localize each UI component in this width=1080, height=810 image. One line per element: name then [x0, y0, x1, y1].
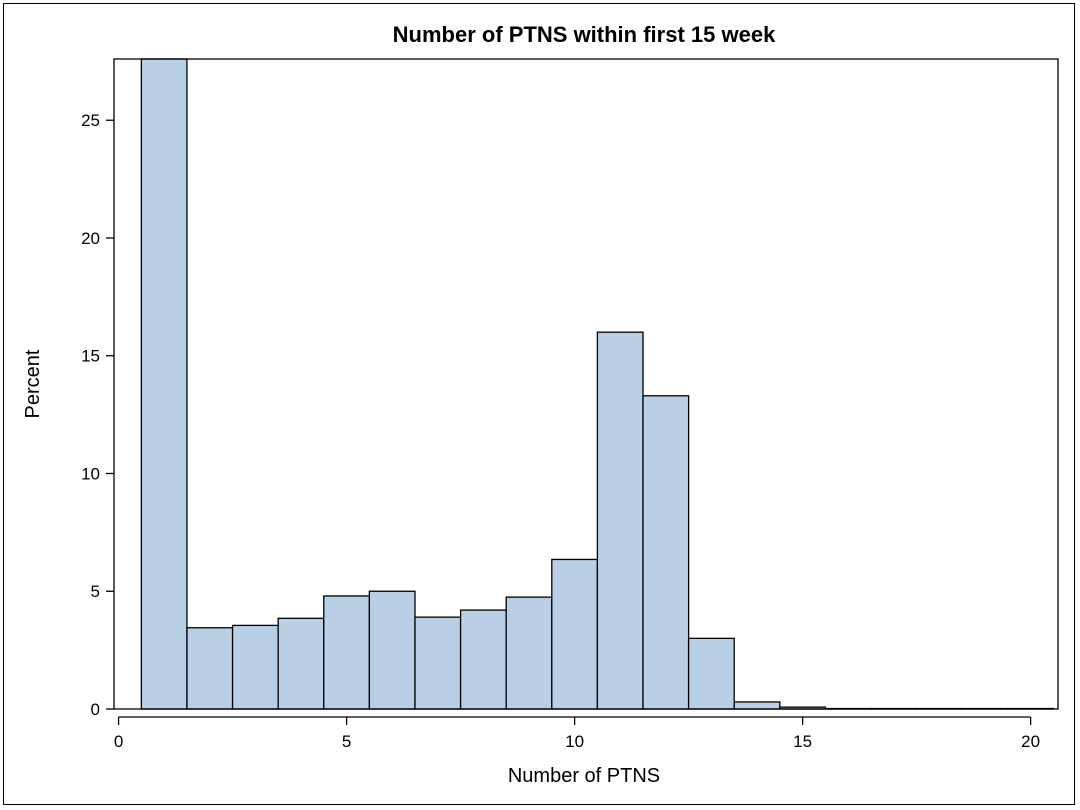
x-tick-label-15: 15 — [793, 732, 812, 751]
histogram-bar-13 — [687, 637, 735, 710]
histogram-bar-2 — [186, 627, 234, 710]
histogram-bar-14 — [733, 701, 781, 710]
y-axis: 0 5 10 15 20 25 — [81, 111, 114, 719]
y-axis-label: Percent — [22, 349, 44, 418]
x-tick-label-10: 10 — [565, 732, 584, 751]
histogram-bar-4 — [277, 617, 325, 710]
y-tick-label-0: 0 — [91, 700, 100, 719]
y-tick-label-10: 10 — [81, 464, 100, 483]
y-tick-label-20: 20 — [81, 229, 100, 248]
histogram-bar-7 — [414, 616, 462, 710]
x-tick-label-0: 0 — [114, 732, 123, 751]
x-tick-label-5: 5 — [342, 732, 351, 751]
histogram-bar-9 — [505, 596, 553, 710]
histogram-bar-1 — [140, 58, 188, 710]
x-axis: 0 5 10 15 20 — [114, 716, 1040, 751]
histogram-bar-8 — [459, 609, 507, 710]
x-axis-label: Number of PTNS — [508, 765, 660, 787]
histogram-bar-5 — [323, 595, 371, 710]
y-tick-label-5: 5 — [91, 582, 100, 601]
chart-title: Number of PTNS within first 15 week — [393, 22, 776, 47]
bars-group — [140, 58, 1055, 710]
chart-frame: Number of PTNS within first 15 week 0 5 10… — [3, 3, 1075, 805]
histogram-bar-11 — [596, 331, 644, 710]
histogram-bar-12 — [642, 395, 690, 710]
histogram-bar-6 — [368, 590, 416, 710]
y-tick-label-15: 15 — [81, 347, 100, 366]
x-tick-label-20: 20 — [1021, 732, 1040, 751]
histogram-bar-10 — [551, 558, 599, 710]
y-tick-label-25: 25 — [81, 111, 100, 130]
plot-area — [113, 58, 1059, 710]
histogram-bar-3 — [231, 624, 279, 710]
histogram-chart: Number of PTNS within first 15 week 0 5 10… — [22, 22, 1059, 787]
